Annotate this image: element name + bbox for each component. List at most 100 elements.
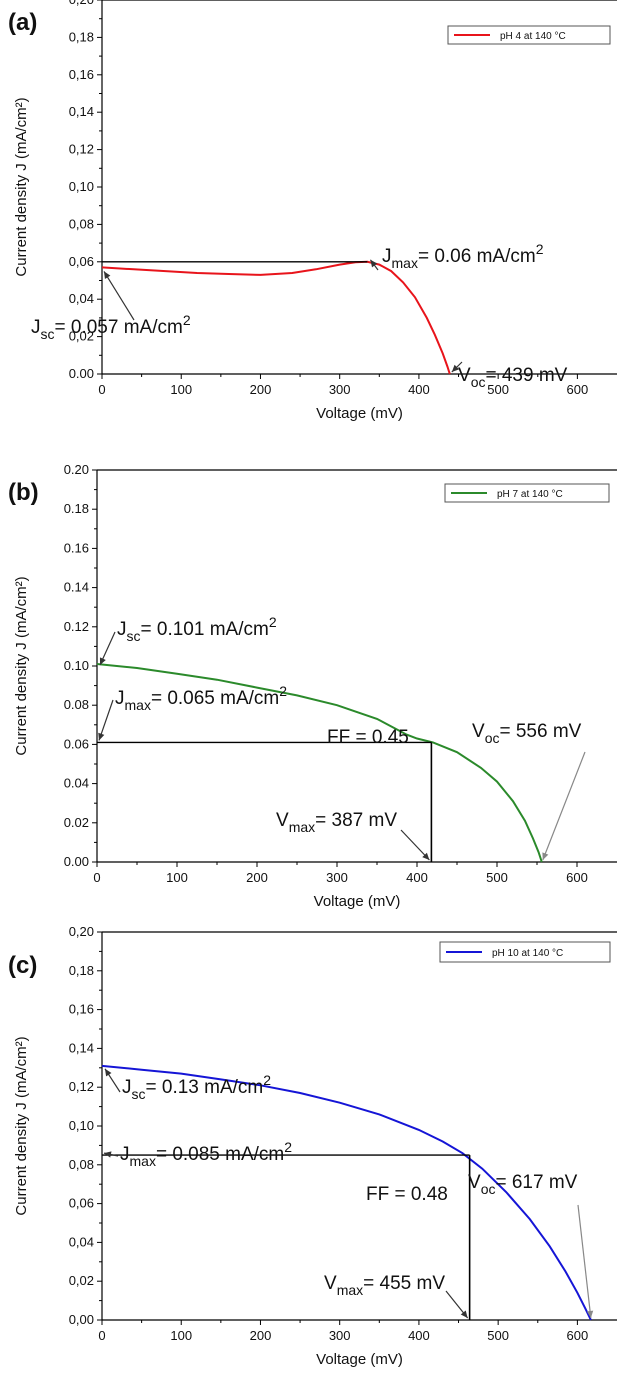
jmax-arrow-head [370, 259, 378, 268]
jsc-arrow-head [99, 657, 106, 666]
y-tick-label: 0,20 [69, 924, 94, 939]
x-tick-label: 400 [408, 1328, 430, 1343]
panel-label: (c) [8, 952, 37, 979]
jmax-arrow-head [104, 1151, 112, 1158]
x-tick-label: 500 [487, 382, 509, 397]
x-tick-label: 600 [567, 382, 589, 397]
x-tick-label: 400 [406, 870, 428, 885]
y-tick-label: 0.00 [69, 366, 94, 381]
jsc-annotation: Jsc= 0.13 mA/cm2 [122, 1072, 271, 1102]
y-tick-label: 0.02 [64, 815, 89, 830]
y-tick-label: 0.14 [64, 580, 89, 595]
x-tick-label: 200 [250, 382, 272, 397]
legend-box [444, 483, 610, 503]
y-tick-label: 0.10 [64, 658, 89, 673]
jmax-arrow-head [98, 732, 105, 741]
jsc-arrow-head [105, 1068, 112, 1077]
chart-panel-a: 0.00 0,02 0,04 0,06 0,08 0,10 0,12 0,14 0,16 0,18… [8, 0, 617, 422]
x-tick-label: 100 [170, 1328, 192, 1343]
voc-arrow-head [451, 364, 460, 372]
vmax-arrow-head [422, 852, 430, 860]
y-tick-label: 0,12 [69, 1079, 94, 1094]
voc-annotation: Voc= 556 mV [472, 721, 582, 746]
x-tick-label: 600 [566, 870, 588, 885]
y-tick-label: 0,08 [69, 1157, 94, 1172]
x-tick-label: 300 [329, 1328, 351, 1343]
y-tick-label: 0,02 [69, 1273, 94, 1288]
y-tick-label: 0.18 [64, 501, 89, 516]
voc-arrow [451, 361, 463, 373]
series-line [101, 1064, 592, 1321]
legend: pH 10 at 140 °C [439, 941, 611, 963]
voc-arrow-head [586, 1310, 594, 1318]
x-axis-title: Voltage (mV) [316, 1351, 403, 1368]
x-tick-label: 0 [98, 382, 105, 397]
y-tick-label: 0,16 [69, 67, 94, 82]
voc-arrow-shaft [542, 751, 586, 861]
y-tick-label: 0.04 [64, 776, 89, 791]
jsc-annotation: Jsc= 0.057 mA/cm2 [31, 312, 191, 342]
legend-label: pH 7 at 140 °C [497, 489, 563, 500]
vmax-annotation: Vmax= 455 mV [324, 1273, 445, 1298]
y-tick-label: 0,04 [69, 1234, 94, 1249]
legend-label: pH 10 at 140 °C [492, 948, 563, 959]
panel-label: (a) [8, 9, 37, 36]
y-tick-label: 0,10 [69, 1118, 94, 1133]
x-tick-label: 200 [246, 870, 268, 885]
x-tick-label: 500 [487, 1328, 509, 1343]
legend: pH 7 at 140 °C [444, 483, 610, 503]
jmax-annotation: Jmax= 0.065 mA/cm2 [115, 683, 287, 713]
y-tick-label: 0,10 [69, 179, 94, 194]
voc-arrow-head [542, 852, 549, 860]
y-tick-label: 0,16 [69, 1002, 94, 1017]
panel-label: (b) [8, 479, 39, 506]
y-tick-label: 0,18 [69, 29, 94, 44]
x-tick-label: 200 [250, 1328, 272, 1343]
y-tick-label: 0,02 [69, 329, 94, 344]
jmax-annotation: Jmax= 0.06 mA/cm2 [382, 241, 544, 271]
x-tick-label: 600 [567, 1328, 589, 1343]
x-tick-label: 0 [93, 870, 100, 885]
x-axis-title: Voltage (mV) [316, 405, 403, 422]
legend-label: pH 4 at 140 °C [500, 31, 566, 42]
y-tick-label: 0.00 [64, 854, 89, 869]
y-tick-label: 0,14 [69, 104, 94, 119]
jmax-arrow-shaft [98, 699, 114, 741]
voc-annotation: Voc= 617 mV [468, 1172, 578, 1197]
vmax-arrow [400, 829, 430, 861]
jsc-arrow [99, 631, 116, 666]
jmax-arrow [369, 259, 379, 271]
series-line [96, 663, 543, 863]
chart-panel-c: 0,00 0,02 0,04 0,06 0,08 0,10 0,12 0,14 0,16 0,18… [8, 924, 617, 1368]
voc-annotation: Voc= 439 mV [458, 365, 568, 390]
y-axis-title: Current density J (mA/cm²) [13, 1036, 30, 1215]
jsc-annotation: Jsc= 0.101 mA/cm2 [117, 614, 277, 644]
jsc-arrow [103, 271, 135, 321]
y-axis-title: Current density J (mA/cm²) [13, 576, 30, 755]
y-tick-label: 0,00 [69, 1312, 94, 1327]
y-tick-label: 0,20 [69, 0, 94, 7]
x-tick-label: 0 [98, 1328, 105, 1343]
jmax-arrow [98, 699, 114, 741]
y-tick-label: 0.16 [64, 540, 89, 555]
y-tick-label: 0.06 [64, 736, 89, 751]
x-tick-label: 400 [408, 382, 430, 397]
x-axis-title: Voltage (mV) [314, 893, 401, 910]
voc-arrow-shaft [577, 1204, 592, 1319]
jmax-annotation: Jmax= 0.085 mA/cm2 [120, 1139, 292, 1169]
voc-arrow [577, 1204, 594, 1319]
chart-panel-b: 0.00 0.02 0.04 0.06 0.08 0.10 0.12 0.14 0.16 0.18… [8, 462, 617, 910]
legend-box [447, 25, 611, 45]
legend-box [439, 941, 611, 963]
jsc-arrow-head [104, 271, 111, 280]
x-tick-label: 100 [166, 870, 188, 885]
jsc-arrow-shaft [103, 271, 135, 321]
jsc-arrow [104, 1068, 121, 1093]
y-tick-label: 0,14 [69, 1040, 94, 1055]
y-tick-label: 0,06 [69, 254, 94, 269]
y-tick-label: 0,08 [69, 216, 94, 231]
x-tick-label: 500 [486, 870, 508, 885]
y-tick-label: 0,18 [69, 963, 94, 978]
y-tick-label: 0.08 [64, 697, 89, 712]
